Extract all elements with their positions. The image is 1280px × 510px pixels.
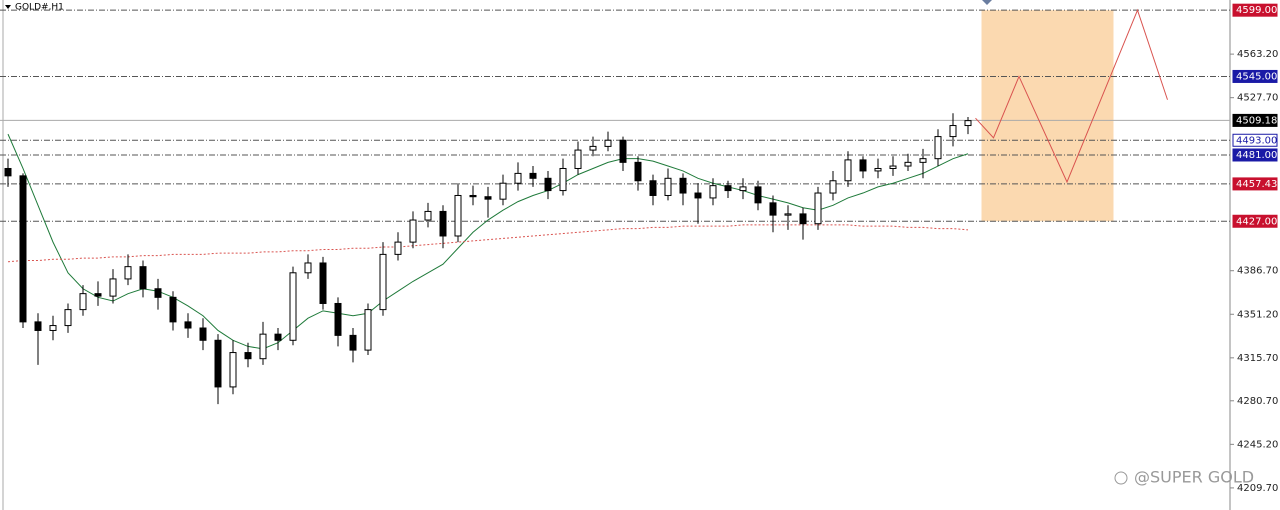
candle-body [229,352,237,388]
candle-body [574,149,582,169]
level-label-box [1232,177,1278,191]
candle-body [529,172,537,179]
candle-body [649,180,657,196]
candle-body [844,159,852,182]
level-label: 4545.00 [1236,71,1277,82]
candle-body [964,120,972,127]
chart-title: GOLD#,H1 [15,3,64,13]
level-label-box [1232,3,1278,17]
moving-average [7,133,969,350]
y-tick-label: 4245.20 [1237,439,1278,450]
candle-body [874,167,882,172]
menu-triangle[interactable] [5,5,11,9]
candle-body [469,194,477,198]
moving-average [7,224,969,263]
candle-body [109,278,117,297]
candle-body [154,288,162,298]
candle-body [604,139,612,147]
candle-body [379,253,387,311]
candle-body [394,241,402,255]
candle-body [439,210,447,237]
candle-body [484,196,492,200]
projection-line [975,8,1168,184]
candle-body [889,165,897,169]
level-label-box [1232,148,1278,162]
candle-body [859,159,867,172]
candle-body [829,180,837,194]
watermark: @SUPER GOLD [1114,468,1254,487]
y-tick-label: 4315.70 [1237,353,1278,364]
candle-body [4,167,12,177]
candle-body [64,309,72,327]
candle-body [664,177,672,196]
candle-body [169,296,177,323]
candle-body [934,136,942,160]
watermark-text: @SUPER GOLD [1134,468,1254,487]
candle-body [679,177,687,194]
candle-body [34,321,42,331]
level-label: 4493.00 [1236,135,1277,146]
candle-body [259,333,267,360]
candle-body [94,293,102,297]
level-label: 4599.00 [1236,5,1277,16]
candle-body [319,262,327,304]
candle-body [424,210,432,221]
y-tick-label: 4527.70 [1237,93,1278,104]
candle-body [799,213,807,225]
level-label: 4457.43 [1236,179,1277,190]
candle-body [739,186,747,192]
watermark-icon [1114,471,1128,485]
marker [982,0,992,5]
candle-body [454,194,462,237]
y-tick-label: 4386.70 [1237,266,1278,277]
target-zone [981,10,1114,222]
candle-body [214,339,222,388]
candle-body [694,192,702,199]
candle-body [49,325,57,331]
candle-body [709,185,717,199]
y-tick-label: 4209.70 [1237,483,1278,494]
candle-body [769,202,777,216]
candle-body [784,213,792,216]
candle-body [409,219,417,243]
candle-body [619,139,627,163]
candle-body [274,333,282,341]
candle-body [289,272,297,341]
candle-body [949,125,957,138]
candle-body [139,266,147,290]
candle-body [19,175,27,323]
candle-body [364,309,372,351]
candle-body [244,352,252,360]
candle-body [589,145,597,151]
y-tick-label: 4351.20 [1237,309,1278,320]
level-label: 4509.18 [1236,115,1277,126]
candle-body [199,327,207,341]
level-label: 4481.00 [1236,150,1277,161]
candle-body [814,192,822,225]
level-label-box [1232,69,1278,83]
candle-body [544,177,552,192]
candle-body [79,293,87,311]
candle-body [514,172,522,184]
candle-body [499,182,507,200]
candle-body [349,334,357,351]
y-tick-label: 4280.70 [1237,396,1278,407]
level-label-box [1232,214,1278,228]
level-label: 4427.00 [1236,216,1277,227]
level-label-box [1232,113,1278,127]
candle-body [334,302,342,336]
candle-body [904,161,912,167]
candle-body [724,185,732,192]
candle-body [184,321,192,329]
y-tick-label: 4563.20 [1237,49,1278,60]
candle-body [919,158,927,163]
candle-body [559,167,567,192]
level-label-box [1232,133,1278,147]
candle-body [304,262,312,274]
candle-body [754,186,762,204]
candle-body [634,161,642,182]
candle-body [124,266,132,280]
